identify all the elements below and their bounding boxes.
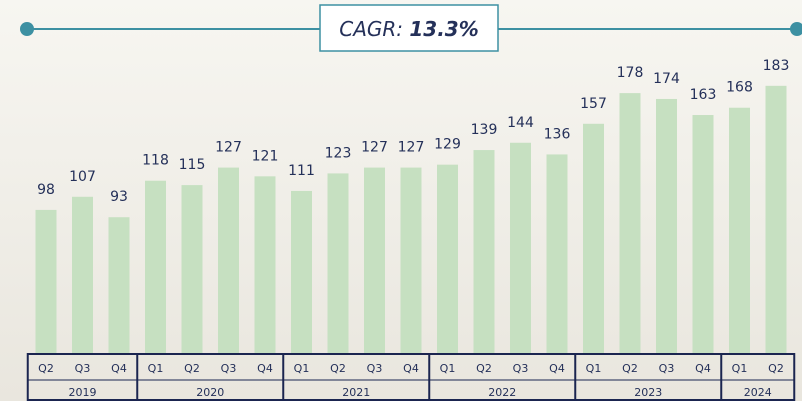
- year-label: 2022: [488, 386, 516, 399]
- year-label: 2021: [342, 386, 370, 399]
- bar: [36, 210, 57, 353]
- x-tick-label: Q4: [111, 362, 127, 375]
- value-label: 115: [179, 157, 206, 173]
- bar: [218, 168, 239, 353]
- value-label: 183: [763, 58, 790, 74]
- x-tick-label: Q3: [367, 362, 383, 375]
- value-label: 136: [544, 126, 571, 142]
- value-label: 127: [215, 140, 242, 156]
- x-tick-label: Q1: [586, 362, 602, 375]
- value-label: 127: [398, 140, 425, 156]
- x-tick-label: Q1: [294, 362, 310, 375]
- bar: [693, 115, 714, 353]
- x-tick-label: Q1: [440, 362, 456, 375]
- value-label: 111: [288, 163, 315, 179]
- bar: [145, 181, 166, 353]
- x-tick-label: Q4: [549, 362, 565, 375]
- cagr-text: CAGR: 13.3%: [339, 17, 479, 41]
- chart: CAGR: 13.3% 98 Q2 107 Q3 93 Q4 2019 118 Q1 115 Q2 1…: [0, 0, 802, 401]
- x-tick-label: Q3: [659, 362, 675, 375]
- bar: [182, 185, 203, 353]
- value-label: 121: [252, 148, 279, 164]
- bar: [620, 93, 641, 353]
- bar: [364, 168, 385, 353]
- x-tick-label: Q2: [330, 362, 346, 375]
- x-tick-label: Q2: [476, 362, 492, 375]
- value-label: 157: [580, 96, 607, 112]
- bar: [255, 176, 276, 353]
- x-tick-label: Q3: [513, 362, 529, 375]
- value-label: 118: [142, 153, 169, 169]
- bar: [437, 165, 458, 353]
- x-tick-label: Q4: [257, 362, 273, 375]
- x-tick-label: Q4: [403, 362, 419, 375]
- year-label: 2020: [196, 386, 224, 399]
- year-label: 2023: [634, 386, 662, 399]
- x-tick-label: Q2: [622, 362, 638, 375]
- line-end: [20, 22, 34, 36]
- value-label: 174: [653, 71, 680, 87]
- bar: [109, 217, 130, 353]
- bar: [547, 154, 568, 353]
- x-tick-label: Q4: [695, 362, 711, 375]
- cagr-value: 13.3%: [409, 17, 478, 41]
- x-tick-label: Q3: [75, 362, 91, 375]
- value-label: 123: [325, 145, 352, 161]
- x-tick-label: Q3: [221, 362, 237, 375]
- value-label: 127: [361, 140, 388, 156]
- x-tick-label: Q1: [732, 362, 748, 375]
- bar: [291, 191, 312, 353]
- bar: [401, 168, 422, 353]
- bar: [474, 150, 495, 353]
- year-label: 2024: [744, 386, 772, 399]
- cagr-label: CAGR:: [339, 17, 403, 41]
- value-label: 107: [69, 169, 96, 185]
- value-label: 93: [110, 189, 128, 205]
- bar: [656, 99, 677, 353]
- bar: [510, 143, 531, 353]
- x-tick-label: Q2: [184, 362, 200, 375]
- value-label: 178: [617, 65, 644, 81]
- value-label: 129: [434, 137, 461, 153]
- x-tick-label: Q2: [768, 362, 784, 375]
- bar: [766, 86, 787, 353]
- year-label: 2019: [69, 386, 97, 399]
- bar: [583, 124, 604, 353]
- bar: [72, 197, 93, 353]
- value-label: 144: [507, 115, 534, 131]
- x-tick-label: Q2: [38, 362, 54, 375]
- value-label: 168: [726, 80, 753, 96]
- bar: [328, 173, 349, 353]
- bar: [729, 108, 750, 353]
- value-label: 139: [471, 122, 498, 138]
- x-tick-label: Q1: [148, 362, 164, 375]
- value-label: 163: [690, 87, 717, 103]
- value-label: 98: [37, 182, 55, 198]
